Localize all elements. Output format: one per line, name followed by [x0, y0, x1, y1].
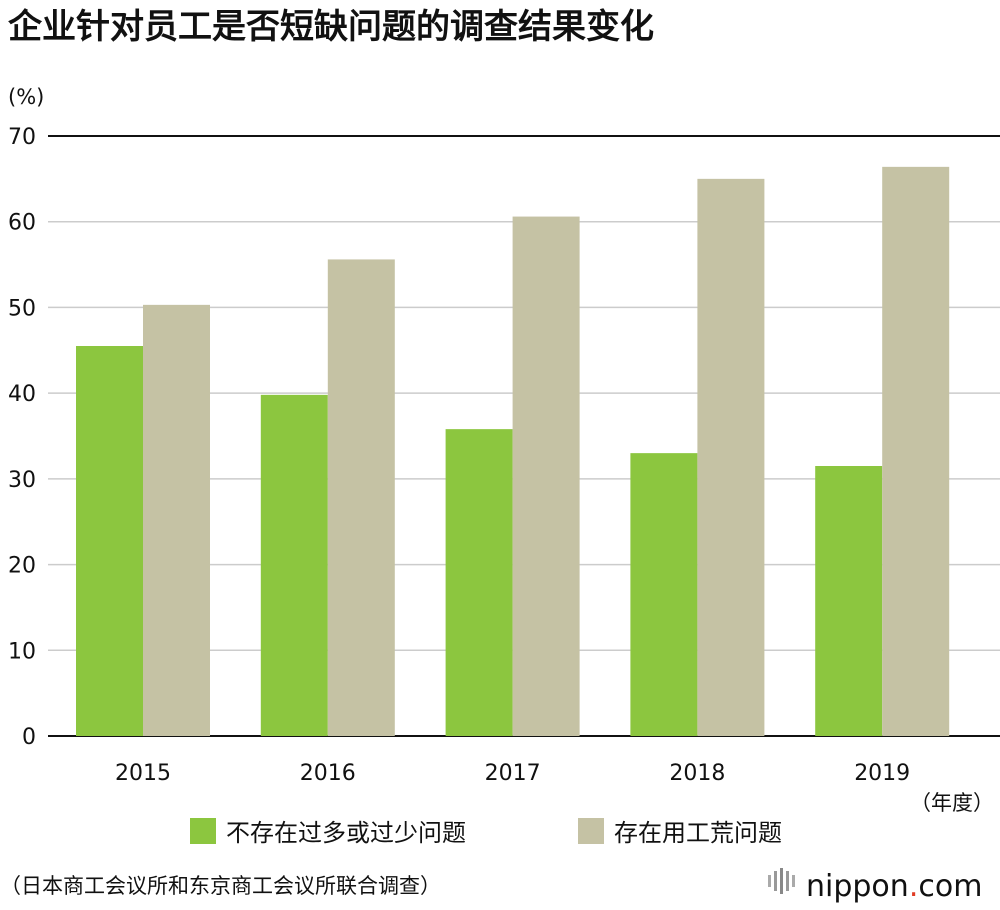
- bar-series2-2016: [327, 259, 395, 736]
- brand-name: nippon: [806, 869, 909, 904]
- bar-series1-2017: [445, 429, 513, 736]
- y-axis-ticks: 0 10 20 30 40 50 60 70: [8, 125, 36, 750]
- logo-bar-4: [786, 871, 789, 891]
- y-tick-label: 40: [8, 382, 36, 407]
- x-tick-label: 2017: [485, 761, 541, 786]
- bar-series2-2019: [882, 166, 950, 736]
- y-tick-label: 10: [8, 639, 36, 664]
- bar-series2-2015: [143, 304, 210, 736]
- y-tick-label: 50: [8, 296, 36, 321]
- x-axis-unit: （年度）: [910, 791, 994, 815]
- y-tick-label: 30: [8, 468, 36, 493]
- x-axis-labels: 2015 2016 2017 2018 2019: [115, 761, 910, 786]
- legend-label-series1: 不存在过多或过少问题: [226, 819, 466, 847]
- brand-wordmark: nippon.com: [806, 869, 982, 904]
- y-tick-label: 20: [8, 554, 36, 579]
- bars: [76, 166, 950, 737]
- legend-swatch-series1: [190, 818, 216, 844]
- bar-series2-2018: [697, 178, 765, 736]
- bar-series1-2016: [260, 394, 328, 736]
- x-tick-label: 2018: [669, 761, 725, 786]
- logo-bar-3: [780, 868, 783, 894]
- bar-series1-2019: [815, 466, 883, 736]
- legend: 不存在过多或过少问题 存在用工荒问题: [190, 818, 782, 847]
- brand-dot: .: [909, 869, 919, 904]
- bar-series1-2018: [630, 453, 698, 736]
- logo-bar-2: [774, 871, 777, 891]
- bar-series1-2015: [76, 346, 143, 736]
- legend-swatch-series2: [578, 818, 604, 844]
- x-tick-label: 2016: [300, 761, 356, 786]
- logo-bar-1: [768, 875, 771, 887]
- y-axis-unit: (%): [8, 85, 44, 109]
- x-tick-label: 2019: [854, 761, 910, 786]
- bar-series2-2017: [512, 216, 580, 737]
- brand-logo: nippon.com: [768, 868, 982, 904]
- source-note: （日本商工会议所和东京商工会议所联合调查）: [0, 874, 441, 898]
- chart-title: 企业针对员工是否短缺问题的调查结果变化: [8, 7, 654, 47]
- brand-suffix: com: [918, 869, 982, 904]
- x-tick-label: 2015: [115, 761, 171, 786]
- y-tick-label: 0: [22, 725, 36, 750]
- legend-label-series2: 存在用工荒问题: [614, 819, 782, 847]
- y-tick-label: 70: [8, 125, 36, 150]
- logo-bar-5: [792, 875, 795, 887]
- y-tick-label: 60: [8, 211, 36, 236]
